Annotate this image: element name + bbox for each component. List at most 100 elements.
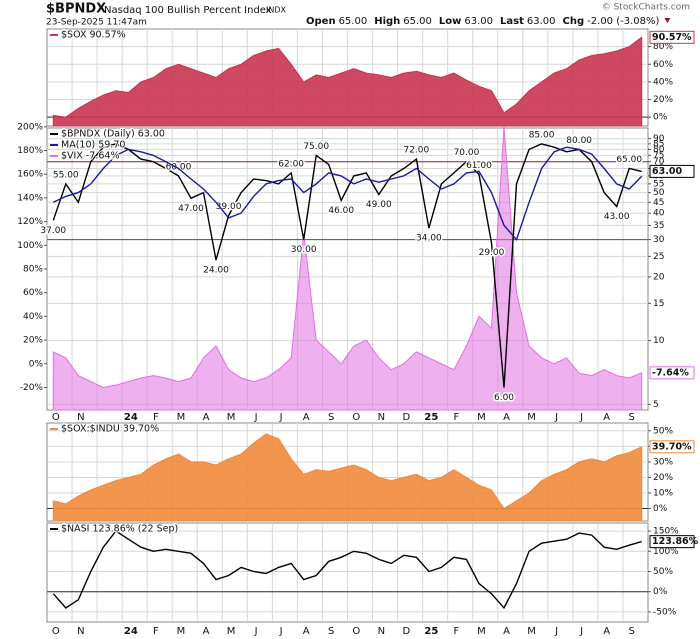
y-tick-label: 75 <box>653 151 664 161</box>
value-label: 65.00 <box>616 155 642 165</box>
area <box>52 36 643 127</box>
down-arrow <box>664 18 671 23</box>
x-tick-label: 24 <box>124 626 138 637</box>
value-label: 85.00 <box>529 130 555 140</box>
last-value-box <box>649 366 695 380</box>
x-tick-label: O <box>352 412 360 423</box>
y-tick-label: 25 <box>653 252 664 262</box>
value-label: 39.00 <box>216 202 242 212</box>
last-value-label: 39.70% <box>652 441 692 452</box>
x-tick-label: O <box>352 626 360 637</box>
y-tick-label: 150% <box>653 527 679 537</box>
x-tick-label: J <box>554 412 558 423</box>
quote-value: 63.00 <box>464 16 493 27</box>
y2-tick-label: 180% <box>17 146 43 156</box>
y-tick-label: 45 <box>653 198 664 208</box>
value-label: 29.00 <box>479 248 505 258</box>
legend-swatch <box>50 133 58 135</box>
area <box>52 433 643 522</box>
legend-swatch <box>50 34 58 36</box>
y2-tick-label: 20% <box>23 336 43 346</box>
y-tick-label: 20% <box>653 473 673 483</box>
value-label: 43.00 <box>604 212 630 222</box>
y-tick-label: -50% <box>653 607 677 617</box>
x-tick-label: A <box>203 626 210 637</box>
x-tick-label: N <box>378 412 385 423</box>
x-tick-label: J <box>579 412 583 423</box>
y-tick-label: 0% <box>653 504 668 514</box>
quote-value: 63.00 <box>527 16 556 27</box>
legend-label: $NASI 123.86% (22 Sep) <box>61 524 178 535</box>
value-label: 80.00 <box>566 136 592 146</box>
x-tick-label: S <box>629 412 635 423</box>
quote-value: -2.00 (-3.08%) <box>587 16 659 27</box>
x-tick-label: D <box>402 412 410 423</box>
y-tick-label: 40% <box>653 77 673 87</box>
x-tick-label: J <box>279 412 283 423</box>
x-tick-label: D <box>402 626 410 637</box>
index-name: Nasdaq 100 Bullish Percent Index <box>104 5 272 16</box>
last-value-box <box>649 30 695 44</box>
last-value-box <box>649 535 695 549</box>
y-tick-label: 70 <box>653 157 665 167</box>
value-label: 70.00 <box>454 148 480 158</box>
y-tick-label: 5 <box>653 400 659 410</box>
y-tick-label: 35 <box>653 221 664 231</box>
last-value: 90.57% <box>649 30 695 44</box>
x-tick-label: S <box>629 626 635 637</box>
x-tick-label: J <box>254 626 258 637</box>
x-tick-label: A <box>303 626 310 637</box>
last-value-box <box>649 440 695 454</box>
line <box>52 143 642 388</box>
y2-tick-label: -20% <box>20 383 44 393</box>
x-tick-label: 24 <box>124 412 138 423</box>
x-tick-label: 25 <box>424 412 438 423</box>
value-label: 75.00 <box>303 142 329 152</box>
last-value: -7.64% <box>649 366 695 380</box>
x-tick-label: M <box>527 412 536 423</box>
y-tick-label: 55 <box>653 179 664 189</box>
x-tick-label: M <box>177 626 186 637</box>
y-tick-label: 0% <box>653 587 668 597</box>
line <box>52 530 642 610</box>
x-tick-label: M <box>477 412 486 423</box>
y-tick-label: 0% <box>653 113 668 123</box>
quote-label: Last <box>500 16 524 27</box>
y-tick-label: 15 <box>653 299 664 309</box>
last-value: 63.00 <box>649 164 695 178</box>
x-tick-label: A <box>603 412 610 423</box>
legend-swatch <box>50 428 58 430</box>
y-tick-label: 100% <box>653 547 679 557</box>
legend-swatch <box>50 144 58 146</box>
x-tick-label: A <box>303 412 310 423</box>
quote-label: Open <box>306 16 336 27</box>
x-tick-label: S <box>328 626 334 637</box>
y-tick-label: 85 <box>653 139 664 149</box>
y-tick-label: 40 <box>653 209 665 219</box>
legend-swatch <box>50 528 58 530</box>
x-tick-label: O <box>52 626 60 637</box>
symbol: $BPNDX <box>46 2 106 17</box>
x-tick-label: F <box>454 412 460 423</box>
x-tick-label: O <box>52 412 60 423</box>
value-label: 24.00 <box>203 266 229 276</box>
last-value-label: -7.64% <box>652 367 689 378</box>
x-tick-label: 25 <box>424 626 438 637</box>
y2-tick-label: 120% <box>17 217 43 227</box>
quote-value: 65.00 <box>339 16 368 27</box>
quote-label: Low <box>439 16 461 27</box>
y-tick-label: 10 <box>653 336 665 346</box>
y2-tick-label: 160% <box>17 170 43 180</box>
x-tick-label: J <box>554 626 558 637</box>
y2-tick-label: 40% <box>23 312 43 322</box>
x-tick-label: J <box>254 412 258 423</box>
x-tick-label: A <box>503 412 510 423</box>
credit: © StockCharts.com <box>602 3 690 13</box>
x-tick-label: N <box>378 626 385 637</box>
y2-tick-label: 200% <box>17 122 43 132</box>
value-label: 6.00 <box>494 393 514 403</box>
legend-label: $BPNDX (Daily) 63.00 <box>61 129 165 140</box>
y2-tick-label: 140% <box>17 193 43 203</box>
